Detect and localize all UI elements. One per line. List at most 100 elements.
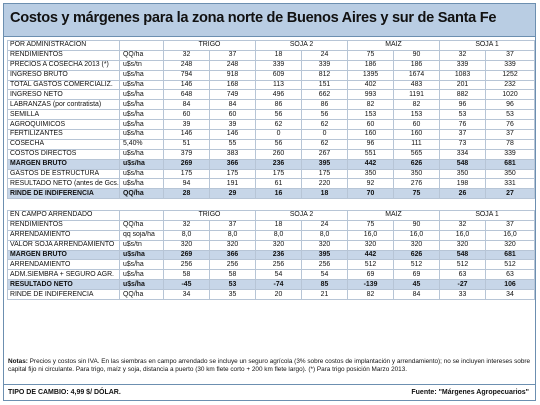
table-cell: 37 bbox=[208, 219, 257, 231]
table-cell: 33 bbox=[439, 289, 487, 301]
table-cell: 648 bbox=[163, 89, 210, 101]
table-cell: 151 bbox=[301, 79, 349, 91]
table-header-row: POR ADMINISTRACIÓN TRIGO SOJA 2 MAÍZ SOJA 1 bbox=[7, 40, 536, 51]
row-unit: u$s/ha bbox=[119, 79, 164, 91]
row-label: ADM.SIEMBRA + SEGURO AGR. bbox=[7, 269, 120, 281]
table-cell: 55 bbox=[208, 138, 257, 150]
table-cell: 8,0 bbox=[301, 229, 349, 241]
table-row: RENDIMIENTOS QQ/ha 32 37 18 24 75 90 32 37 bbox=[7, 49, 536, 61]
table-cell: 37 bbox=[485, 219, 536, 231]
row-label: TOTAL GASTOS COMERCIALIZ. bbox=[7, 79, 120, 91]
table-cell: 27 bbox=[485, 188, 536, 200]
table-cell: 62 bbox=[301, 119, 349, 131]
table-cell: 53 bbox=[485, 109, 536, 121]
table-cell: 512 bbox=[393, 259, 441, 271]
table-cell: 61 bbox=[255, 178, 303, 190]
table-cell: 350 bbox=[439, 168, 487, 180]
table-row: RINDE DE INDIFERENCIA QQ/ha 28 29 16 18 70 75 26… bbox=[7, 188, 536, 200]
table-cell: 256 bbox=[301, 259, 349, 271]
table-row: COSTOS DIRECTOS u$s/ha 379 383 260 267 551 565 3… bbox=[7, 148, 536, 160]
table-cell: 51 bbox=[163, 138, 210, 150]
table-cell: 29 bbox=[208, 188, 257, 200]
table-cell: 53 bbox=[439, 109, 487, 121]
table-cell: 232 bbox=[485, 79, 536, 91]
row-unit: u$s/ha bbox=[119, 269, 164, 281]
row-label: FERTILIZANTES bbox=[7, 129, 120, 140]
table-cell: 84 bbox=[163, 99, 210, 111]
table-cell: 320 bbox=[347, 239, 395, 251]
table-cell: 86 bbox=[301, 99, 349, 111]
table-row: AGROQUIMICOS u$s/ha 39 39 62 62 60 60 76 76 bbox=[7, 119, 536, 131]
table-row: ARRENDAMIENTO u$s/ha 256 256 256 256 512 512 512… bbox=[7, 259, 536, 271]
table-cell: 34 bbox=[485, 289, 536, 301]
table-cell: 82 bbox=[347, 289, 395, 301]
table-cell: 248 bbox=[208, 59, 257, 71]
table-cell: 113 bbox=[255, 79, 303, 91]
table-cell: 186 bbox=[393, 59, 441, 71]
table-cell: 32 bbox=[439, 219, 487, 231]
table-cell: 16,0 bbox=[439, 229, 487, 241]
table-cell: 320 bbox=[393, 239, 441, 251]
table-cell: 256 bbox=[208, 259, 257, 271]
table-row: TOTAL GASTOS COMERCIALIZ. u$s/ha 146 168 113… bbox=[7, 79, 536, 91]
table-cell: 1395 bbox=[347, 69, 395, 81]
table-cell: 402 bbox=[347, 79, 395, 91]
table-cell: 20 bbox=[255, 289, 303, 301]
table-cell: 160 bbox=[347, 129, 395, 140]
row-label: INGRESO NETO bbox=[7, 89, 120, 101]
table-cell: 248 bbox=[163, 59, 210, 71]
table-cell: 320 bbox=[485, 239, 536, 251]
table-cell: 58 bbox=[208, 269, 257, 281]
table-row: LABRANZAS (por contratista) u$s/ha 84 84 86 8… bbox=[7, 99, 536, 111]
table-cell: 548 bbox=[439, 158, 487, 170]
table-row: ADM.SIEMBRA + SEGURO AGR. u$s/ha 58 58 54 54 6… bbox=[7, 269, 536, 281]
table-cell: 267 bbox=[301, 148, 349, 160]
table-cell: 53 bbox=[208, 279, 257, 291]
table-cell: 483 bbox=[393, 79, 441, 91]
table-row: FERTILIZANTES u$s/ha 146 146 0 0 160 160 37 37 bbox=[7, 129, 536, 140]
row-unit: u$s/ha bbox=[119, 89, 164, 101]
row-unit: u$s/tn bbox=[119, 59, 164, 71]
table-cell: 56 bbox=[255, 109, 303, 121]
table-cell: 35 bbox=[208, 289, 257, 301]
table-cell: 442 bbox=[347, 249, 395, 261]
row-label: VALOR SOJA ARRENDAMIENTO bbox=[7, 239, 120, 251]
table-cell: 662 bbox=[301, 89, 349, 101]
table-cell: 1083 bbox=[439, 69, 487, 81]
table-cell: 18 bbox=[255, 49, 303, 61]
table-cell: 76 bbox=[485, 119, 536, 131]
table-row: VALOR SOJA ARRENDAMIENTO u$s/tn 320 320 320 3… bbox=[7, 239, 536, 251]
table-cell: 34 bbox=[163, 289, 210, 301]
table-cell: 56 bbox=[301, 109, 349, 121]
row-label: RENDIMIENTOS bbox=[7, 49, 120, 61]
row-unit: u$s/ha bbox=[119, 99, 164, 111]
table-cell: 39 bbox=[208, 119, 257, 131]
table-cell: 609 bbox=[255, 69, 303, 81]
table-cell: 812 bbox=[301, 69, 349, 81]
table-cell: 175 bbox=[255, 168, 303, 180]
table-cell: 8,0 bbox=[255, 229, 303, 241]
table-cell: 16 bbox=[255, 188, 303, 200]
unit-header bbox=[119, 40, 164, 51]
table-cell: -139 bbox=[347, 279, 395, 291]
table-header-row: EN CAMPO ARRENDADO TRIGO SOJA 2 MAÍZ SOJA 1 bbox=[7, 210, 536, 221]
table-cell: 236 bbox=[255, 249, 303, 261]
table-cell: 75 bbox=[393, 188, 441, 200]
table-cell: 350 bbox=[393, 168, 441, 180]
table-row: GASTOS DE ESTRUCTURA u$s/ha 175 175 175 175 35… bbox=[7, 168, 536, 180]
table-cell: 45 bbox=[393, 279, 441, 291]
row-unit: QQ/ha bbox=[119, 219, 164, 231]
table-cell: 82 bbox=[393, 99, 441, 111]
table-cell: 32 bbox=[163, 219, 210, 231]
table-cell: 681 bbox=[485, 158, 536, 170]
table-cell: 320 bbox=[439, 239, 487, 251]
crop-header: SOJA 2 bbox=[255, 210, 349, 221]
table-cell: 366 bbox=[208, 249, 257, 261]
row-unit: QQ/ha bbox=[119, 49, 164, 61]
table-cell: 84 bbox=[393, 289, 441, 301]
table-cell: 1191 bbox=[393, 89, 441, 101]
row-unit: u$s/ha bbox=[119, 279, 164, 291]
table-cell: 84 bbox=[208, 99, 257, 111]
row-label: COSECHA bbox=[7, 138, 120, 150]
row-label: MARGEN BRUTO bbox=[7, 249, 120, 261]
